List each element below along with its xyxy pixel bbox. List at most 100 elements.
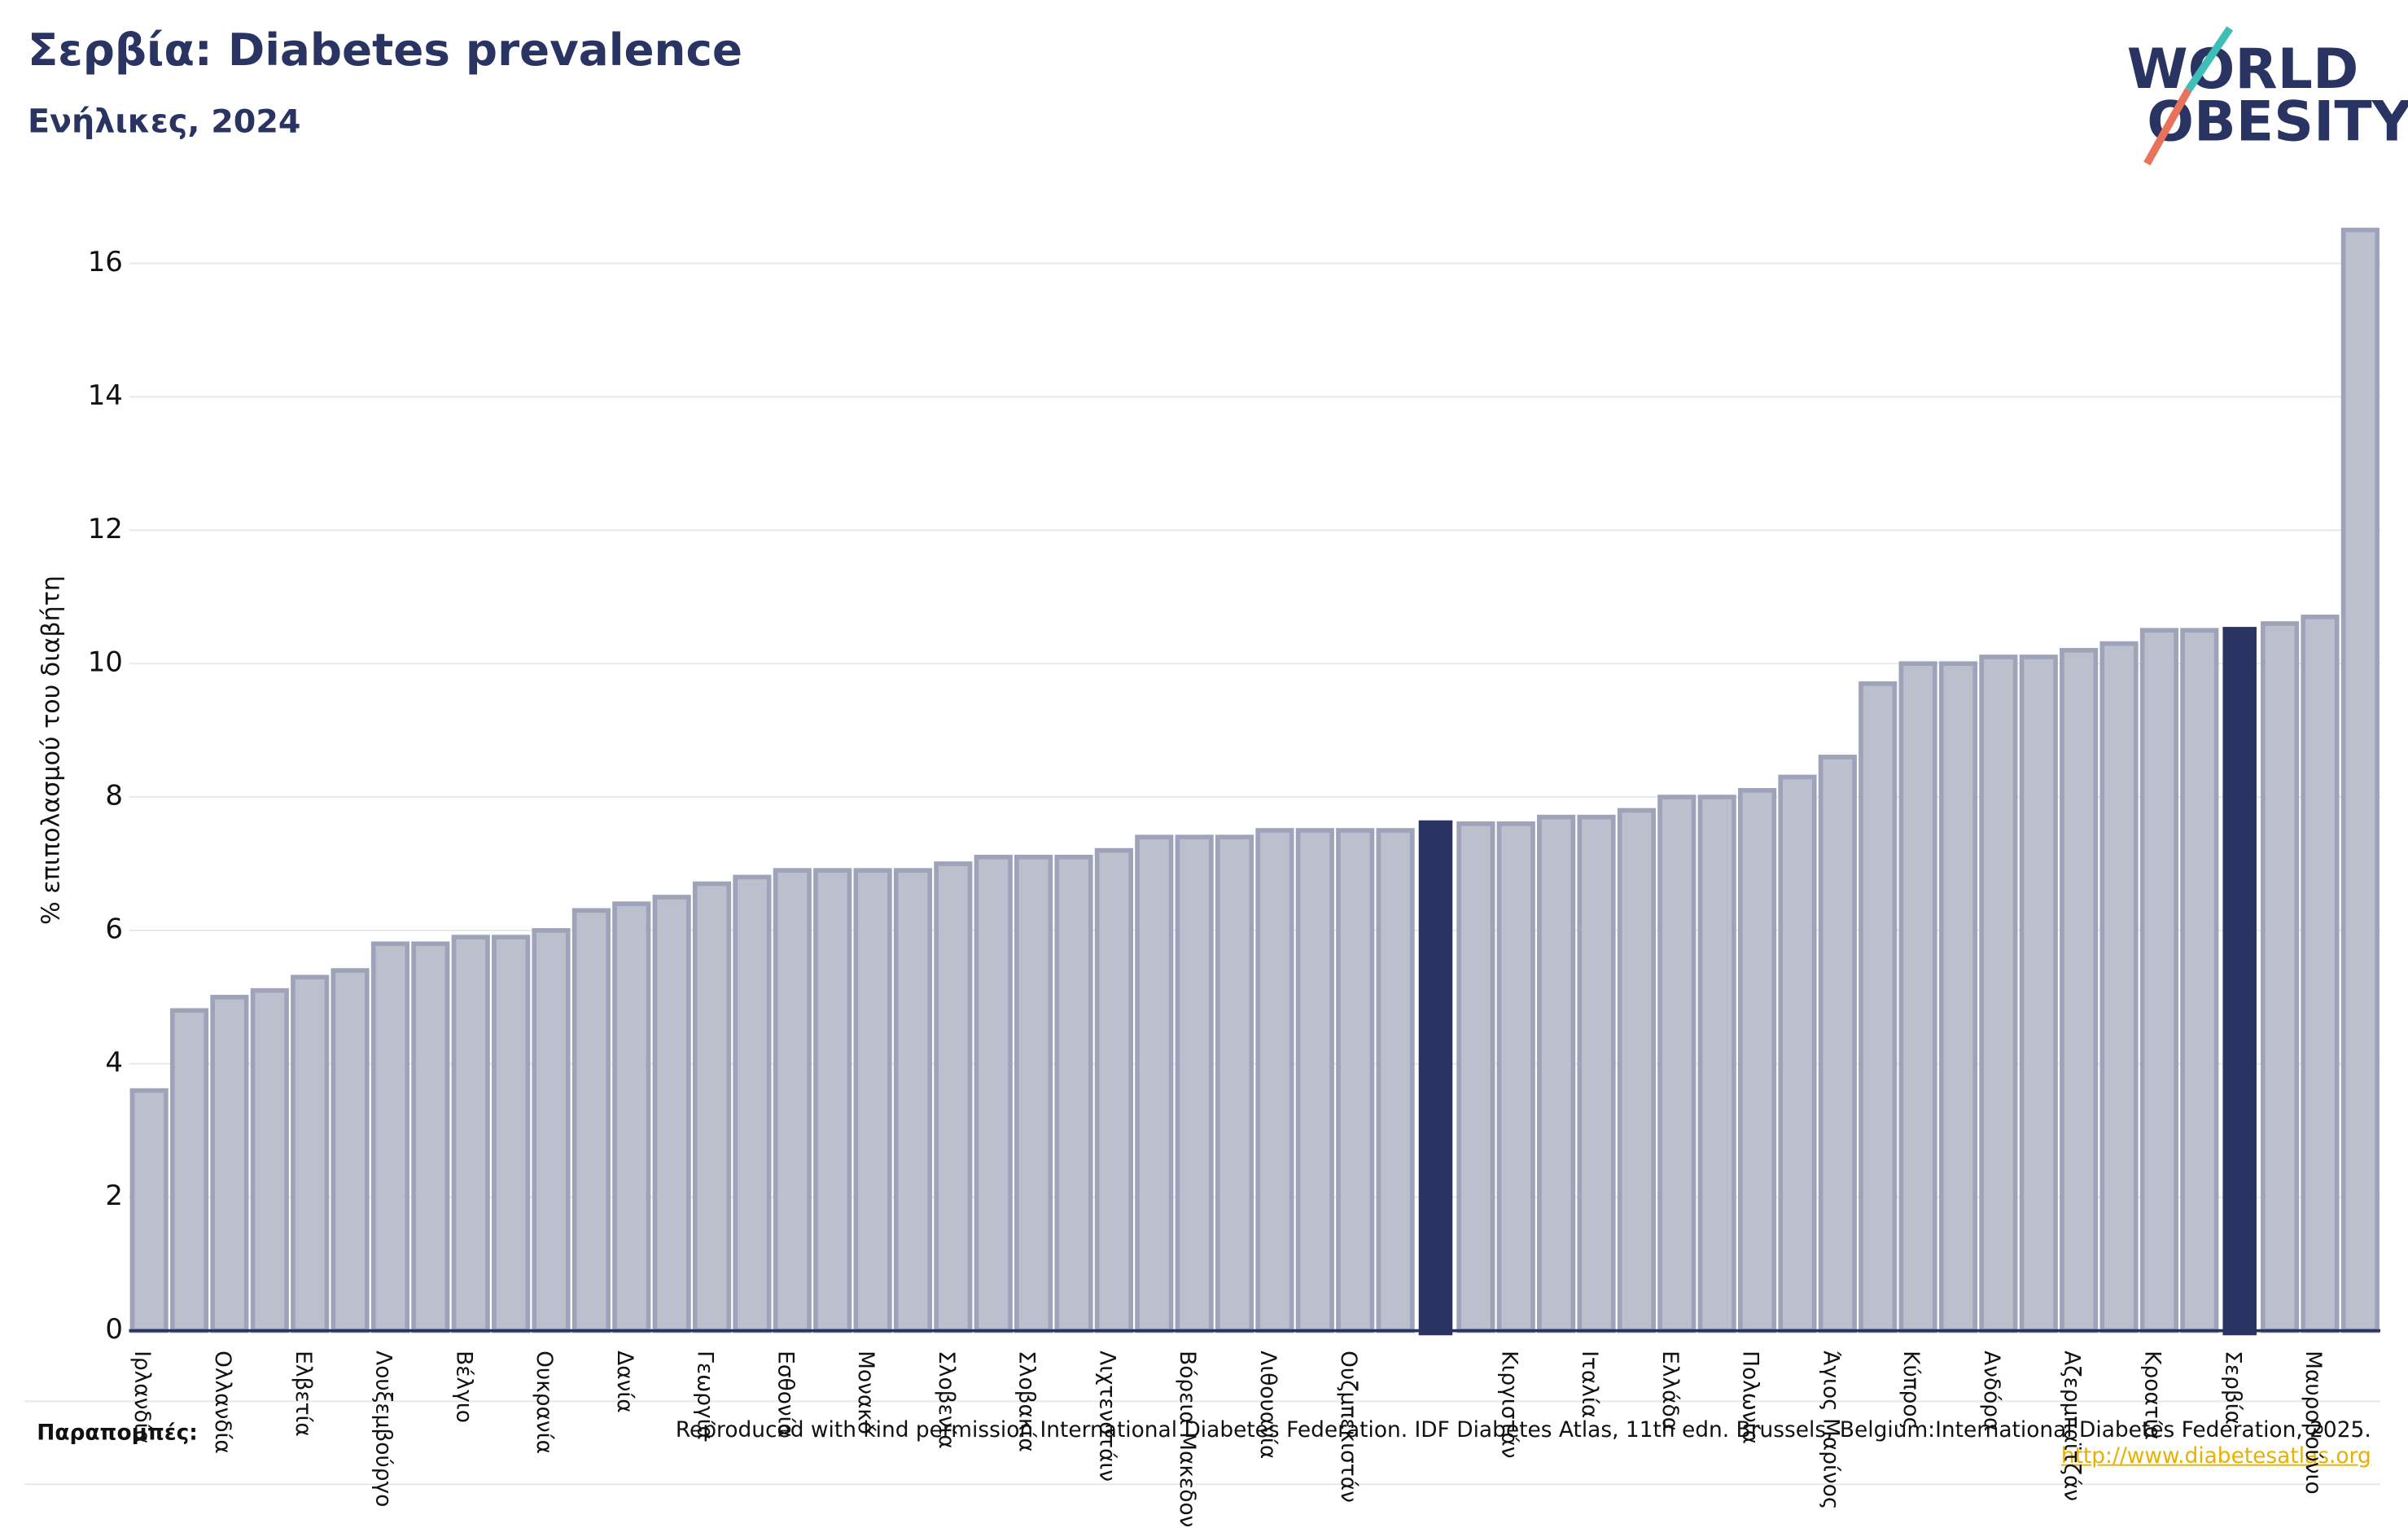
bar [1094, 847, 1133, 1333]
y-tick-label: 4 [105, 1046, 123, 1079]
y-tick-label: 10 [88, 646, 123, 679]
logo-text: WORLD [2127, 37, 2359, 102]
bar [1657, 795, 1697, 1333]
bar [2180, 628, 2219, 1333]
bar [1898, 661, 1937, 1333]
y-tick-label: 2 [105, 1180, 123, 1212]
bar [2222, 627, 2257, 1336]
x-tick-label: Σλοβακία [1014, 1351, 1040, 1452]
bar [532, 928, 571, 1333]
x-tick-label: Ουκρανία [532, 1351, 557, 1454]
logo-text: OBESITY [2147, 90, 2408, 154]
bar [1938, 661, 1978, 1333]
bar [1295, 828, 1334, 1333]
x-tick-label: Ανδόρα [1979, 1351, 2004, 1431]
source-link[interactable]: http://www.diabetesatlas.org [2060, 1444, 2371, 1469]
bar [129, 1088, 169, 1333]
plot: 0 2 4 6 8 10 12 14 16 Ιρλανδία Ολλανδία Ελβετία Λουξ… [88, 227, 2381, 1528]
bar [2260, 621, 2300, 1333]
x-tick-label: Βέλγιο [451, 1351, 476, 1423]
bar [1336, 828, 1375, 1333]
x-tick-label: Ιταλία [1577, 1351, 1602, 1418]
x-tick-label: Αζερμπαϊτζάν [2060, 1351, 2085, 1501]
x-tick-label: Σερβία [2220, 1351, 2245, 1425]
bar [2060, 647, 2099, 1333]
x-tick-label: Βόρεια Μακεδονία [1175, 1351, 1200, 1528]
y-tick-label: 0 [105, 1313, 123, 1346]
references-label: Παραπομπές: [37, 1421, 198, 1446]
chart-subtitle: Ενήλικες, 2024 [28, 103, 300, 140]
bar [291, 974, 330, 1333]
bar [692, 881, 732, 1333]
x-tick-label: Ελλάδα [1657, 1351, 1683, 1431]
bar [451, 935, 490, 1333]
x-tick-label: Άγιος Μαρίνος [1818, 1351, 1843, 1509]
bar [492, 935, 531, 1333]
x-tick-label: Ολλανδία [210, 1351, 235, 1454]
logo-slash [2185, 26, 2234, 92]
bar [1135, 834, 1174, 1333]
bar [2099, 641, 2139, 1333]
y-tick-label: 6 [105, 913, 123, 945]
bar [210, 995, 249, 1333]
x-tick-label: Κιργιστάν [1496, 1351, 1521, 1458]
x-tick-label: Εσθονία [773, 1351, 798, 1438]
x-tick-label: Λουξεμβούργο [371, 1351, 396, 1507]
x-tick-label: Ελβετία [291, 1351, 316, 1437]
y-tick-label: 12 [88, 513, 123, 545]
bar [853, 868, 892, 1333]
bar [1617, 808, 1656, 1333]
logo-slash [2143, 88, 2192, 166]
bar [2301, 614, 2340, 1333]
bar [1818, 755, 1857, 1333]
x-tick-label: Γεωργία [693, 1351, 718, 1440]
y-tick-label: 8 [105, 780, 123, 812]
bar [1537, 814, 1576, 1333]
source: Reproduced with kind permission Internat… [645, 1418, 2371, 1470]
x-tick-label: Λιχτενστάιν [1094, 1351, 1119, 1482]
chart-title: Σερβία: Diabetes prevalence [28, 24, 742, 76]
bar [1014, 854, 1053, 1333]
bar [1778, 774, 1817, 1333]
bar [2019, 655, 2058, 1333]
bar [1859, 681, 1898, 1333]
bar [1697, 795, 1736, 1333]
y-axis-label: % επιπολασμού του διαβήτη [37, 576, 66, 925]
bar [1737, 788, 1777, 1333]
bar [612, 901, 651, 1333]
bar [1376, 828, 1415, 1333]
x-tick-label: Μαυροβούνιο [2301, 1351, 2326, 1495]
bar [1054, 854, 1093, 1333]
bar [1496, 821, 1535, 1333]
x-tick-label: Ιρλανδία [129, 1351, 155, 1444]
x-tick-label: Κύπρος [1898, 1351, 1924, 1429]
bar [1255, 828, 1294, 1333]
bar [169, 1008, 209, 1333]
x-tick-label: Κροατία [2139, 1351, 2165, 1440]
bar [1215, 834, 1254, 1333]
bar [1456, 821, 1495, 1333]
bar [331, 968, 370, 1333]
source-box: Reproduced with kind permission Internat… [645, 1418, 2371, 1470]
bar [2139, 628, 2179, 1333]
x-tick-label: Πολωνία [1738, 1351, 1763, 1444]
bar [1418, 820, 1453, 1336]
bar [733, 874, 772, 1333]
x-tick-label: Μονακό [853, 1351, 878, 1434]
bar [370, 941, 410, 1333]
bar [571, 908, 611, 1333]
bar [250, 987, 289, 1333]
bar [813, 868, 852, 1333]
bar [1577, 814, 1616, 1333]
bar [1175, 834, 1214, 1333]
bar [2340, 227, 2380, 1333]
bar [934, 861, 973, 1333]
bar [1979, 655, 2018, 1333]
x-tick-label: Δανία [612, 1351, 637, 1413]
bar [411, 941, 450, 1333]
bar [893, 868, 933, 1333]
y-tick-label: 14 [88, 379, 123, 412]
y-tick-label: 16 [88, 246, 123, 278]
bar [974, 854, 1013, 1333]
